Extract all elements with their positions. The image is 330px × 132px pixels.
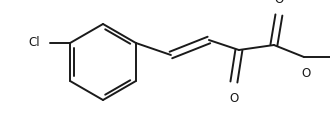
Text: Cl: Cl — [28, 37, 40, 50]
Text: O: O — [229, 92, 239, 105]
Text: O: O — [301, 67, 311, 80]
Text: O: O — [274, 0, 283, 6]
